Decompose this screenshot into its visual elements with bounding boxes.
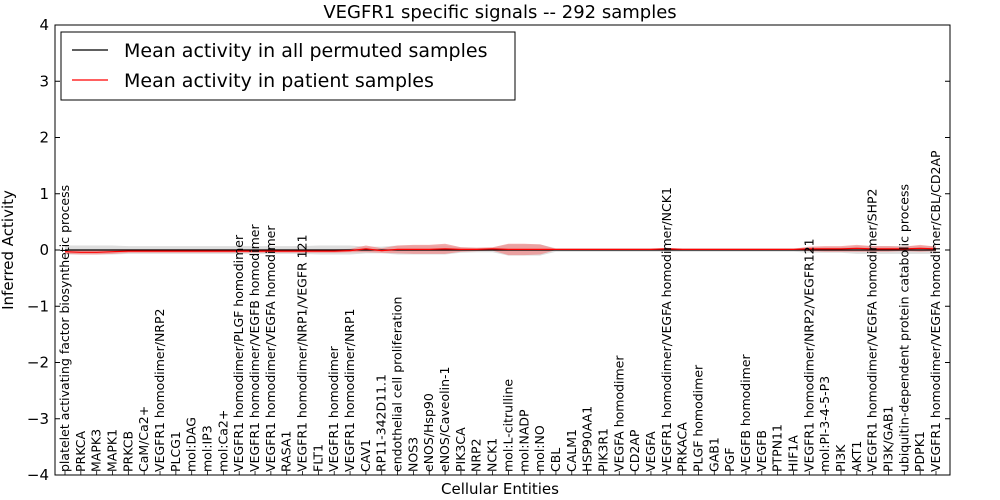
category-label: mol:PI-3-4-5-P3: [817, 376, 832, 472]
category-label: mol:IP3: [200, 425, 215, 472]
chart-title: VEGFR1 specific signals -- 292 samples: [323, 2, 676, 23]
category-label: VEGFR1 homodimer/VEGFA homodimer/SHP2: [865, 188, 880, 472]
category-label: mol:Ca2+: [215, 410, 230, 472]
y-tick-label: −4: [27, 466, 49, 484]
category-label: mol:DAG: [184, 417, 199, 472]
category-label: PDPK1: [912, 431, 927, 472]
category-label: RASA1: [279, 431, 294, 472]
category-label: PIK3CA: [453, 427, 468, 472]
category-label: VEGFA: [643, 431, 658, 472]
category-label: VEGFR1 homodimer/VEGFA homodimer: [263, 225, 278, 472]
series-lines: [64, 247, 937, 253]
category-label: NRP2: [469, 438, 484, 472]
category-label: VEGFR1 homodimer/VEGFA homodimer/CBL/CD2…: [928, 150, 943, 472]
category-label: VEGFR1 homodimer/PLGF homodimer: [231, 234, 246, 472]
category-label: VEGFR1 homodimer/NRP1/VEGFR 121: [295, 234, 310, 472]
category-label: HIF1A: [786, 435, 801, 472]
category-label: PGF: [722, 448, 737, 472]
category-label: FLT1: [310, 444, 325, 472]
y-axis-title: Inferred Activity: [0, 190, 17, 310]
category-label: PTPN11: [770, 424, 785, 472]
category-label: VEGFR1 homodimer/VEGFB homodimer: [247, 224, 262, 472]
category-label: PRKCB: [120, 431, 135, 472]
category-label: PRKCA: [73, 431, 88, 472]
category-label: PLGF homodimer: [691, 364, 706, 472]
legend-label-patient: Mean activity in patient samples: [124, 70, 434, 92]
category-label: VEGFB homodimer: [738, 353, 753, 472]
line-patient: [64, 247, 937, 253]
category-label: NCK1: [485, 438, 500, 472]
y-tick-label: −2: [27, 354, 49, 372]
category-label: CaM/Ca2+: [136, 406, 151, 472]
category-label: eNOS/Caveolin-1: [437, 367, 452, 472]
category-label: PRKACA: [675, 422, 690, 472]
category-label: mol:L-citrulline: [500, 379, 515, 472]
category-label: AKT1: [849, 441, 864, 472]
category-label: VEGFR1 homodimer/VEGFA homodimer/NCK1: [659, 187, 674, 472]
category-label: VEGFR1 homodimer/NRP1: [342, 309, 357, 472]
category-label: platelet activating factor biosynthetic …: [57, 185, 72, 472]
y-tick-label: 1: [39, 185, 49, 203]
y-tick-label: 0: [39, 241, 49, 259]
category-label: CBL: [548, 448, 563, 472]
category-label: VEGFA homodimer: [611, 355, 626, 472]
y-tick-label: 4: [39, 16, 49, 34]
category-label: PI3K: [833, 444, 848, 472]
category-label: CALM1: [564, 429, 579, 472]
category-label: MAPK1: [105, 429, 120, 472]
legend-label-permuted: Mean activity in all permuted samples: [124, 40, 487, 62]
category-label: VEGFR1 homodimer: [326, 345, 341, 472]
category-label: PLCG1: [168, 431, 183, 472]
category-label: NOS3: [405, 437, 420, 472]
y-tick-label: −1: [27, 297, 49, 315]
category-label: CD2AP: [627, 429, 642, 472]
category-label: RP11-342D11.1: [374, 374, 389, 472]
category-label: MAPK3: [89, 429, 104, 472]
category-label: PI3K/GAB1: [881, 406, 896, 472]
x-axis-title: Cellular Entities: [441, 480, 559, 498]
category-label: PIK3R1: [595, 428, 610, 472]
category-labels: platelet activating factor biosynthetic …: [57, 150, 943, 475]
y-axis-ticks: −4 −3 −2 −1 0 1 2 3 4: [27, 16, 950, 484]
legend-box: [60, 31, 516, 101]
category-label: HSP90AA1: [580, 406, 595, 472]
category-label: VEGFR1 homodimer/NRP2: [152, 309, 167, 472]
y-tick-label: −3: [27, 410, 49, 428]
category-label: ubiquitin-dependent protein catabolic pr…: [896, 184, 911, 472]
category-label: endothelial cell proliferation: [390, 297, 405, 472]
category-label: CAV1: [358, 439, 373, 472]
category-label: GAB1: [706, 437, 721, 472]
legend: Mean activity in all permuted samples Me…: [60, 31, 516, 101]
y-tick-label: 2: [39, 129, 49, 147]
category-label: VEGFR1 homodimer/NRP2/VEGFR121: [801, 238, 816, 472]
category-label: mol:NO: [532, 425, 547, 472]
y-tick-label: 3: [39, 72, 49, 90]
category-label: VEGFB: [754, 430, 769, 472]
category-label: eNOS/Hsp90: [421, 393, 436, 472]
category-label: mol:NADP: [516, 409, 531, 472]
